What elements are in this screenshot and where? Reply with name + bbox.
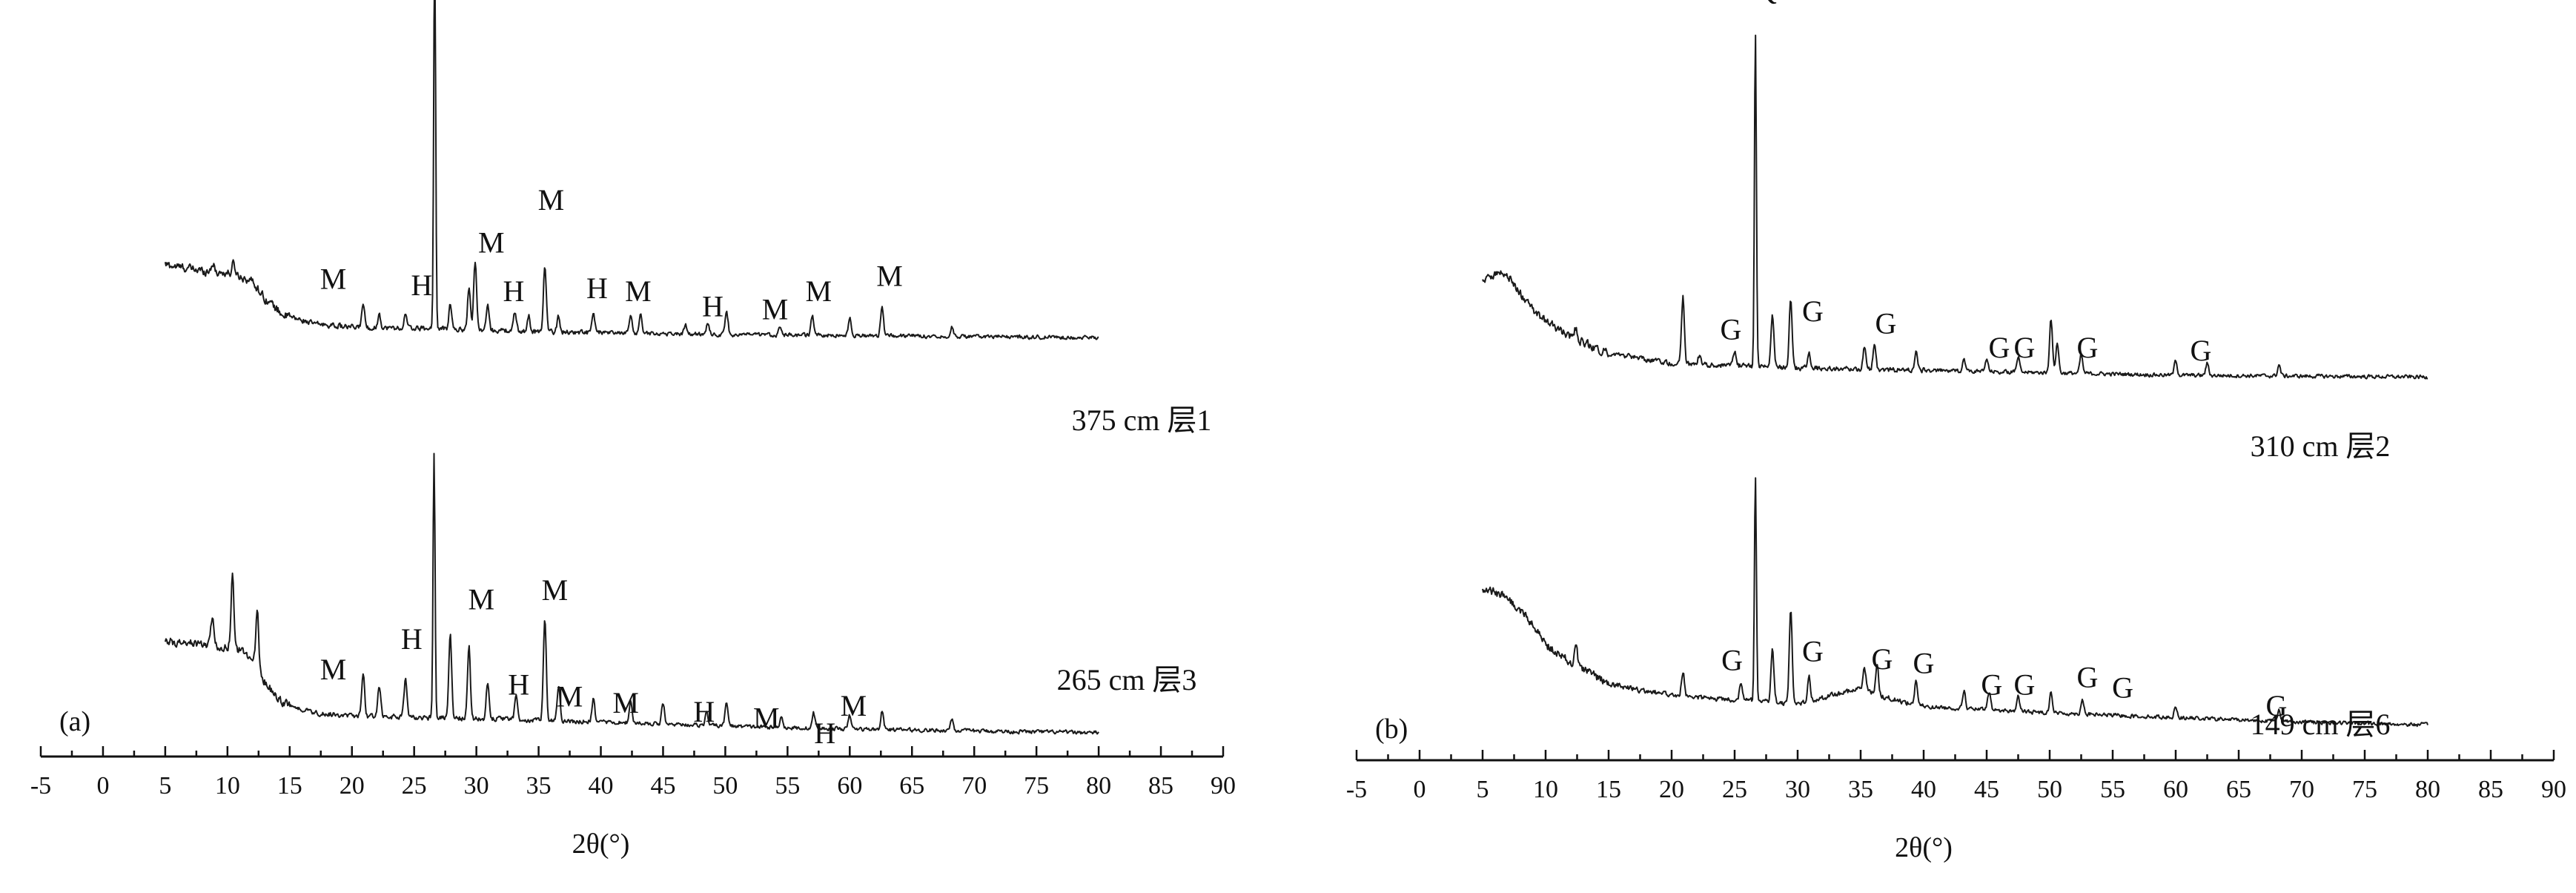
x-tick-label: 80 bbox=[1086, 772, 1111, 800]
x-tick-label: 10 bbox=[1533, 776, 1558, 803]
x-tick-label: 85 bbox=[2478, 776, 2503, 803]
x-tick-label: 80 bbox=[2415, 776, 2440, 803]
x-tick-label: 50 bbox=[712, 772, 738, 800]
peak-label: M bbox=[468, 583, 495, 616]
x-tick-label: 65 bbox=[2226, 776, 2251, 803]
x-tick-label: 90 bbox=[2541, 776, 2566, 803]
peak-label: Q bbox=[1755, 0, 1777, 5]
peak-label: G bbox=[1913, 647, 1935, 680]
peak-label: H bbox=[411, 268, 432, 302]
peak-label: G bbox=[1720, 313, 1741, 346]
peak-label: G bbox=[2077, 331, 2099, 364]
peak-label: M bbox=[542, 573, 569, 607]
peak-label: G bbox=[1989, 331, 2010, 364]
peak-label: G bbox=[1802, 634, 1824, 668]
x-tick-label: 50 bbox=[2037, 776, 2062, 803]
peak-label: G bbox=[2014, 331, 2036, 364]
peak-label: H bbox=[586, 271, 608, 305]
peak-label: M bbox=[538, 183, 565, 217]
peak-label: G bbox=[2014, 668, 2036, 701]
x-axis-title: 2θ(°) bbox=[572, 828, 630, 860]
x-tick-label: 35 bbox=[1848, 776, 1873, 803]
peak-label: G bbox=[2112, 671, 2133, 705]
xrd-trace bbox=[164, 452, 1099, 735]
peak-label: M bbox=[320, 653, 347, 686]
x-tick-label: 65 bbox=[899, 772, 924, 800]
x-tick-label: 20 bbox=[1659, 776, 1684, 803]
peak-label: H bbox=[503, 274, 525, 308]
peak-label: M bbox=[762, 293, 789, 326]
x-tick-label: 55 bbox=[775, 772, 800, 800]
panel-a: -5 0 5 10 15 20 25 30 35 40 45 50 55 60 65 70 75 80 85 90 2θ… bbox=[30, 0, 1236, 860]
peak-label: H bbox=[508, 668, 529, 701]
x-tick-label: 40 bbox=[1911, 776, 1936, 803]
peak-label: M bbox=[876, 260, 903, 293]
x-tick-label: 15 bbox=[1596, 776, 1621, 803]
peak-label: M bbox=[320, 263, 347, 296]
sample-label: 149 cm 层6 bbox=[2251, 708, 2391, 741]
x-tick-label: 0 bbox=[1414, 776, 1426, 803]
x-axis-title: 2θ(°) bbox=[1895, 832, 1953, 863]
x-tick-label: 45 bbox=[1974, 776, 1999, 803]
peak-label: M bbox=[753, 701, 780, 734]
peak-label: G bbox=[1981, 668, 2002, 701]
x-tick-label: 75 bbox=[1024, 772, 1049, 800]
x-tick-label: 45 bbox=[650, 772, 675, 800]
x-tick-label: 70 bbox=[961, 772, 987, 800]
x-tick-label: -5 bbox=[1346, 776, 1367, 803]
sample-label: 310 cm 层2 bbox=[2251, 429, 2391, 463]
peak-label: G bbox=[1871, 642, 1893, 676]
peak-label: G bbox=[2266, 689, 2288, 722]
peak-label: M bbox=[478, 226, 505, 260]
sample-label: 265 cm 层3 bbox=[1057, 663, 1197, 696]
panel-label: (b) bbox=[1375, 714, 1408, 745]
x-tick-label: 5 bbox=[159, 772, 171, 800]
x-tick-label: 60 bbox=[837, 772, 862, 800]
x-tick-label: 35 bbox=[526, 772, 552, 800]
peak-label: M bbox=[806, 274, 832, 308]
x-tick-label: 30 bbox=[1785, 776, 1810, 803]
peak-label: M bbox=[841, 689, 867, 722]
x-tick-label: 85 bbox=[1148, 772, 1173, 800]
x-tick-label: 60 bbox=[2163, 776, 2188, 803]
x-tick-label: 20 bbox=[340, 772, 365, 800]
peak-label: H bbox=[401, 622, 423, 656]
peak-label: G bbox=[1721, 644, 1743, 677]
peak-label: H bbox=[814, 716, 835, 750]
peak-label: M bbox=[557, 680, 583, 714]
x-tick-label: 25 bbox=[402, 772, 427, 800]
peak-label: G bbox=[2191, 334, 2212, 367]
peak-label: H bbox=[693, 695, 715, 728]
x-tick-label: 0 bbox=[96, 772, 109, 800]
x-tick-label: -5 bbox=[30, 772, 51, 800]
panel-label: (a) bbox=[59, 706, 90, 737]
sample-label: 375 cm 层1 bbox=[1072, 403, 1212, 437]
peak-label: M bbox=[625, 274, 652, 308]
peak-label: G bbox=[1875, 306, 1897, 340]
peak-label: G bbox=[2077, 661, 2099, 694]
x-tick-label: 70 bbox=[2289, 776, 2314, 803]
x-tick-label: 25 bbox=[1722, 776, 1747, 803]
panel-b: -5 0 5 10 15 20 25 30 35 40 45 50 55 60 65 70 75 80 85 90 2θ… bbox=[1346, 0, 2566, 863]
x-tick-label: 75 bbox=[2352, 776, 2377, 803]
x-tick-label: 90 bbox=[1211, 772, 1236, 800]
peak-label: G bbox=[1802, 294, 1824, 328]
x-tick-label: 55 bbox=[2100, 776, 2125, 803]
x-tick-label: 5 bbox=[1477, 776, 1489, 803]
xrd-trace bbox=[1482, 477, 2428, 728]
xrd-trace bbox=[1482, 34, 2428, 380]
x-tick-label: 40 bbox=[589, 772, 614, 800]
xrd-trace bbox=[164, 0, 1099, 340]
x-tick-label: 15 bbox=[277, 772, 302, 800]
peak-label: M bbox=[612, 686, 639, 719]
x-tick-label: 10 bbox=[215, 772, 240, 800]
x-tick-label: 30 bbox=[464, 772, 489, 800]
peak-label: H bbox=[702, 290, 724, 323]
